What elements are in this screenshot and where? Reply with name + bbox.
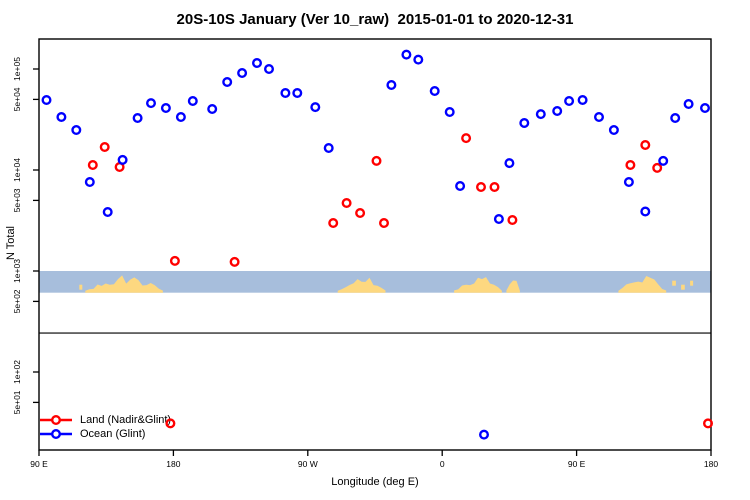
map-band-land-africa (454, 277, 502, 293)
ocean-point (41, 94, 52, 105)
map-band-land-south-america (337, 277, 386, 293)
ocean-point (71, 124, 82, 135)
ocean-point (102, 206, 113, 217)
land-point (489, 181, 500, 192)
ocean-point (683, 98, 694, 109)
y-tick-label: 5e+02 (12, 289, 22, 313)
x-tick-label: 90 E (568, 459, 586, 469)
land-point (476, 181, 487, 192)
plot-border (38, 38, 712, 451)
y-tick-label: 5e+01 (12, 390, 22, 414)
land-point (379, 217, 390, 228)
ocean-point (670, 112, 681, 123)
ocean-point (564, 95, 575, 106)
ocean-point (160, 102, 171, 113)
ocean-point (535, 109, 546, 120)
ocean-point (594, 111, 605, 122)
map-band-land-madagascar (506, 280, 520, 293)
x-tick-label: 0 (440, 459, 445, 469)
y-tick-label: 1e+02 (12, 360, 22, 384)
land-point (114, 161, 125, 172)
land-point (355, 207, 366, 218)
ocean-point (386, 79, 397, 90)
land-point (229, 256, 240, 267)
ocean-point (187, 95, 198, 106)
land-point (341, 197, 352, 208)
ocean-point (207, 103, 218, 114)
x-tick-label: 180 (166, 459, 180, 469)
land-point (640, 139, 651, 150)
x-axis-title: Longitude (deg E) (331, 476, 419, 488)
map-band-island (79, 284, 83, 290)
legend-label-ocean: Ocean (Glint) (80, 428, 146, 440)
ocean-point (552, 105, 563, 116)
ocean-point (222, 76, 233, 87)
land-point (87, 159, 98, 170)
chart-title: 20S-10S January (Ver 10_raw) 2015-01-01 … (176, 11, 574, 28)
land-point (99, 141, 110, 152)
ocean-point (623, 176, 634, 187)
ocean-point (700, 102, 711, 113)
ocean-point (323, 142, 334, 153)
ocean-point (493, 213, 504, 224)
legend-label-land: Land (Nadir&Glint) (80, 414, 172, 426)
ocean-point (455, 180, 466, 191)
ocean-point (145, 98, 156, 109)
land-point (371, 155, 382, 166)
land-point (625, 159, 636, 170)
ocean-point (264, 63, 275, 74)
ocean-point (310, 102, 321, 113)
ocean-point (401, 49, 412, 60)
x-tick-label: 90 E (30, 459, 48, 469)
ocean-point (444, 106, 455, 117)
y-tick-label: 5e+04 (12, 87, 22, 111)
y-tick-label: 1e+04 (12, 158, 22, 182)
ocean-point (117, 154, 128, 165)
ocean-point (237, 67, 248, 78)
ocean-point (504, 158, 515, 169)
map-band-land-australia-newguinea-west-copy (85, 275, 163, 293)
map-band-ocean (39, 271, 711, 293)
land-point (507, 214, 518, 225)
land-point (328, 217, 339, 228)
ocean-point (132, 112, 143, 123)
land-legend-symbol (40, 415, 72, 425)
ocean-point (640, 206, 651, 217)
map-band-island (681, 284, 685, 290)
land-point (461, 133, 472, 144)
ocean-point (429, 85, 440, 96)
ocean-point (56, 111, 67, 122)
ocean-point (292, 87, 303, 98)
legend-item-land: Land (Nadir&Glint) (40, 413, 171, 427)
ocean-point (175, 111, 186, 122)
x-tick-label: 180 (704, 459, 718, 469)
map-band-land-australia-newguinea-east-copy (618, 276, 667, 293)
ocean-legend-symbol (40, 429, 72, 439)
land-point (652, 162, 663, 173)
y-axis-title: N Total (5, 225, 17, 261)
ocean-point (84, 176, 95, 187)
x-tick-label: 90 W (298, 459, 318, 469)
land-point (169, 255, 180, 266)
y-tick-label: 1e+05 (12, 57, 22, 81)
ocean-point (479, 429, 490, 440)
map-band-island (672, 280, 676, 286)
ocean-point (658, 155, 669, 166)
land-point (703, 418, 714, 429)
ocean-point (280, 87, 291, 98)
map-band-island (690, 280, 694, 286)
legend: Land (Nadir&Glint) Ocean (Glint) (40, 413, 171, 441)
ocean-point (577, 94, 588, 105)
legend-item-ocean: Ocean (Glint) (40, 427, 171, 441)
ocean-point (251, 58, 262, 69)
ocean-point (519, 117, 530, 128)
ocean-point (608, 124, 619, 135)
ocean-point (413, 54, 424, 65)
